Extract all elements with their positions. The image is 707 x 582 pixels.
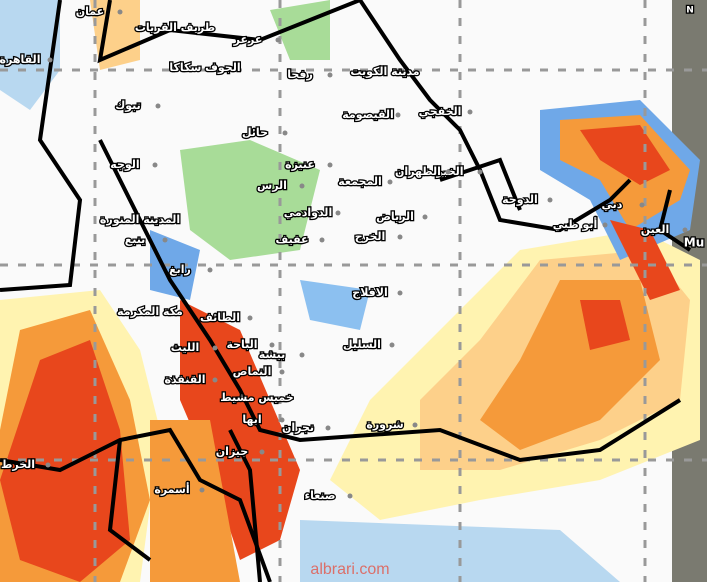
city-label: عمان: [76, 5, 104, 18]
city-dot: [275, 37, 281, 43]
city-dot: [422, 214, 428, 220]
city-label: العين: [641, 223, 670, 236]
city-dot: [167, 217, 173, 223]
city-label: حائل: [242, 126, 268, 139]
city-label: ينبع: [125, 233, 146, 246]
city-label: الرس: [257, 179, 287, 192]
city-label: الليث: [171, 341, 200, 354]
city-dot: [177, 309, 183, 315]
city-label: المدينة المنورة: [100, 213, 180, 226]
city-label: خميس مشيط: [220, 391, 293, 404]
city-label: صنعاء: [304, 489, 335, 502]
city-dot: [279, 417, 285, 423]
city-dot: [207, 267, 213, 273]
city-dot: [397, 290, 403, 296]
city-dot: [47, 57, 53, 63]
city-label: عرعر: [233, 33, 263, 46]
corner-label: Mu: [684, 236, 704, 250]
city-label: الباحة: [226, 338, 257, 351]
city-label: عفيف: [275, 233, 308, 246]
city-label: القاهرة: [0, 53, 40, 66]
city-dot: [412, 69, 418, 75]
city-dot: [602, 222, 608, 228]
city-label: الخفجي: [419, 105, 462, 118]
city-dot: [327, 162, 333, 168]
city-labels: عمان طريف القريات عرعر القاهرة الجوف سكاكا رف…: [0, 4, 688, 503]
city-dot: [682, 227, 688, 233]
city-dot: [279, 369, 285, 375]
city-label: الطائف: [200, 311, 240, 324]
city-dot: [232, 65, 238, 71]
city-dot: [247, 315, 253, 321]
city-label: تبوك: [115, 99, 141, 112]
city-dot: [155, 103, 161, 109]
city-dot: [212, 377, 218, 383]
city-dot: [199, 487, 205, 493]
city-label: القيصومة: [342, 108, 394, 121]
city-dot: [299, 183, 305, 189]
city-dot: [397, 234, 403, 240]
city-dot: [347, 493, 353, 499]
city-label: الجوف سكاكا: [169, 61, 240, 74]
city-label: أسمرة: [154, 482, 189, 496]
city-dot: [269, 342, 275, 348]
city-label: رابغ: [169, 263, 191, 276]
city-label: أبو ظبي: [553, 217, 598, 231]
city-label: المجمعة: [338, 175, 381, 188]
city-label: بيشة: [259, 348, 286, 361]
city-dot: [445, 169, 451, 175]
city-label: عنيزة: [285, 158, 315, 171]
city-dot: [327, 72, 333, 78]
city-label: الخرج: [355, 230, 386, 244]
city-label: الوجه: [110, 158, 139, 171]
city-label: الدوادمي: [284, 206, 332, 219]
city-dot: [259, 449, 265, 455]
city-label: رفحا: [287, 68, 313, 81]
city-label: السليل: [343, 338, 381, 351]
city-label: دبي: [602, 198, 623, 211]
city-label: القنفذة: [164, 373, 205, 386]
city-dot: [152, 162, 158, 168]
city-dot: [325, 425, 331, 431]
city-dot: [467, 109, 473, 115]
city-dot: [282, 130, 288, 136]
city-dot: [335, 210, 341, 216]
city-dot: [202, 25, 208, 31]
city-label: جيزان: [216, 445, 248, 458]
city-label: الافلاج: [352, 286, 387, 300]
city-label: نجران: [282, 421, 314, 434]
city-label: مكة المكرمة: [117, 305, 183, 318]
city-label: الرياض: [376, 210, 414, 223]
city-dot: [319, 237, 325, 243]
city-label: شرورة: [366, 418, 403, 431]
city-dot: [299, 352, 305, 358]
city-dot: [117, 9, 123, 15]
city-dot: [212, 345, 218, 351]
city-label: ابها: [242, 413, 261, 426]
watermark: albrari.com: [310, 561, 389, 578]
city-dot: [45, 462, 51, 468]
city-dot: [162, 237, 168, 243]
compass: N: [686, 6, 694, 16]
city-dot: [547, 197, 553, 203]
city-dot: [477, 169, 483, 175]
city-dot: [639, 202, 645, 208]
city-dot: [284, 395, 290, 401]
city-label: طريف القريات: [135, 21, 215, 34]
city-dot: [412, 422, 418, 428]
city-label: الظهران: [395, 165, 441, 178]
city-label: النماص: [233, 365, 272, 378]
city-label: الخرط: [1, 458, 35, 471]
city-dot: [395, 112, 401, 118]
city-dot: [387, 179, 393, 185]
city-dot: [389, 342, 395, 348]
city-label: مدينة الكويت: [350, 65, 419, 78]
city-label: الدوحة: [502, 193, 538, 206]
